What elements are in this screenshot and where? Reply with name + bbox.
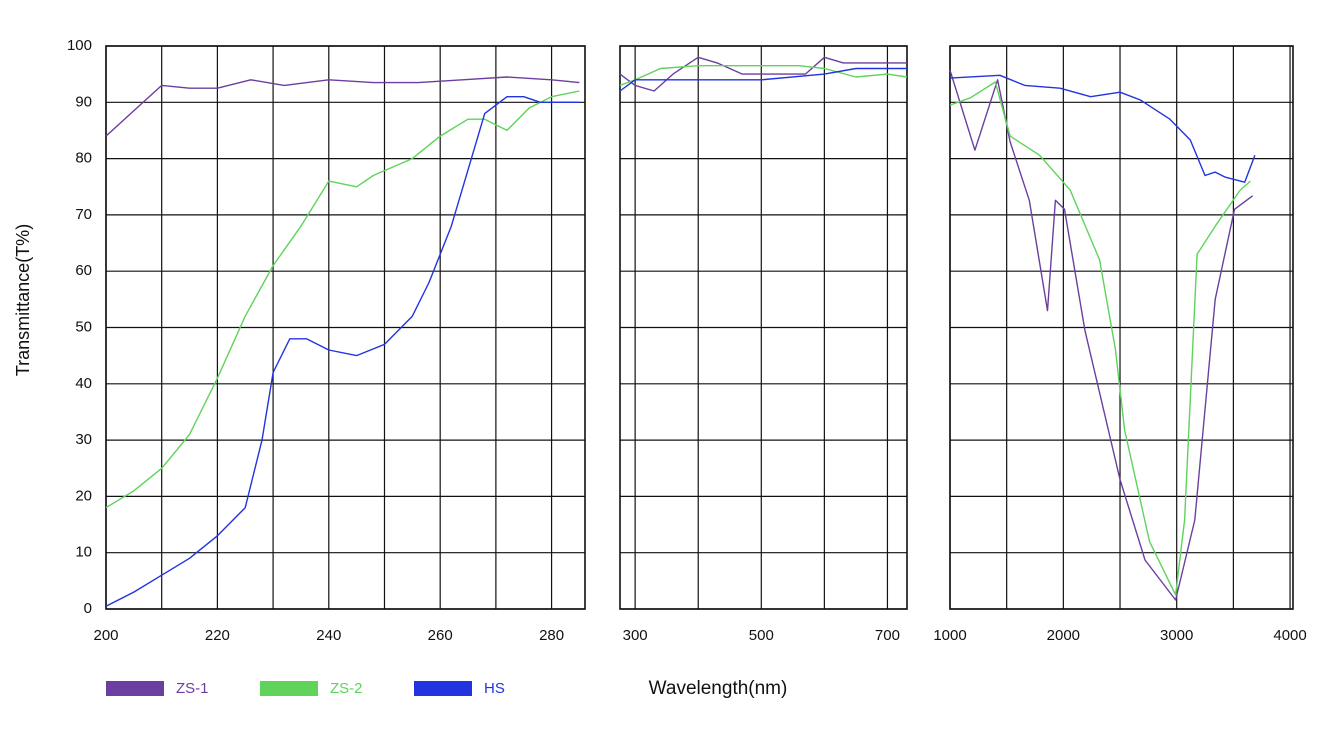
legend-swatch xyxy=(414,681,472,696)
y-tick-label: 100 xyxy=(67,37,92,54)
x-tick-label: 200 xyxy=(93,627,118,644)
series-line xyxy=(105,76,580,137)
y-tick-label: 60 xyxy=(75,262,92,279)
x-tick-label: 280 xyxy=(539,627,564,644)
y-tick-label: 0 xyxy=(84,600,92,617)
series-line xyxy=(105,96,580,607)
y-tick-label: 20 xyxy=(75,487,92,504)
y-axis-label: Transmittance(T%) xyxy=(13,224,33,376)
x-tick-label: 240 xyxy=(316,627,341,644)
series-line xyxy=(619,56,907,92)
series-line xyxy=(619,65,908,87)
y-tick-label: 40 xyxy=(75,375,92,392)
y-tick-label: 10 xyxy=(75,544,92,561)
y-tick-label: 70 xyxy=(75,206,92,223)
legend-label: ZS-1 xyxy=(176,680,209,697)
y-tick-label: 30 xyxy=(75,431,92,448)
y-tick-label: 90 xyxy=(75,93,92,110)
y-tick-label: 50 xyxy=(75,318,92,335)
legend-swatch xyxy=(260,681,318,696)
y-tick-label: 80 xyxy=(75,150,92,167)
panel-frame xyxy=(949,45,1294,610)
series-line xyxy=(949,69,1254,601)
series-line xyxy=(949,74,1256,183)
x-tick-label: 700 xyxy=(875,627,900,644)
x-tick-label: 1000 xyxy=(933,627,966,644)
x-tick-label: 3000 xyxy=(1160,627,1193,644)
series-line xyxy=(949,81,1251,596)
x-tick-label: 220 xyxy=(205,627,230,644)
x-tick-label: 4000 xyxy=(1273,627,1306,644)
series-line xyxy=(105,90,580,509)
legend-label: HS xyxy=(484,680,505,697)
panel-frame xyxy=(619,45,908,610)
x-tick-label: 300 xyxy=(623,627,648,644)
x-tick-label: 2000 xyxy=(1047,627,1080,644)
x-tick-label: 260 xyxy=(428,627,453,644)
legend-label: ZS-2 xyxy=(330,680,363,697)
panel-frame xyxy=(105,45,586,610)
series-line xyxy=(619,67,907,92)
x-tick-label: 500 xyxy=(749,627,774,644)
legend-swatch xyxy=(106,681,164,696)
x-axis-label: Wavelength(nm) xyxy=(649,678,788,699)
